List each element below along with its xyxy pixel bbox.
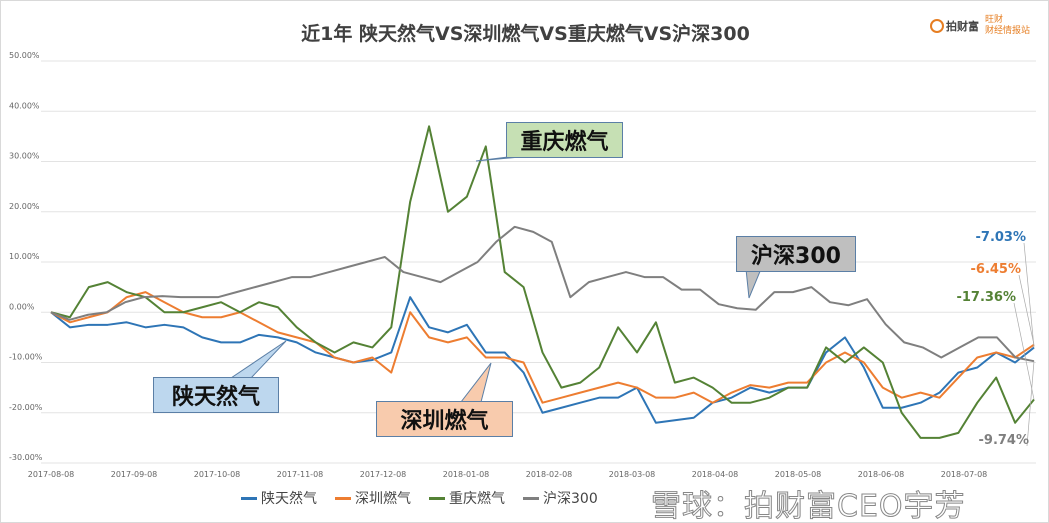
watermark: 雪球：拍财富CEO宇芳 [651,489,966,523]
series-line-2 [50,125,1035,439]
x-tick-label: 2017-09-08 [111,470,158,479]
partner-sub: 财经情报站 [984,26,1030,36]
x-tick-label: 2018-02-08 [526,470,573,479]
y-tick-label: 30.00% [9,152,40,161]
logo-brand: 拍财富 [945,20,979,33]
legend-item: 陕天然气 [241,488,317,508]
y-tick-label: -20.00% [9,403,43,412]
annotation-pointer [745,268,762,299]
logo: 拍财富 旺财 财经情报站 [929,15,1030,37]
x-tick-label: 2017-12-08 [360,470,407,479]
legend-label: 重庆燃气 [449,491,505,507]
annotation-shenzhen: 深圳燃气 [376,401,513,437]
annotation-pointer [229,340,287,379]
legend-item: 重庆燃气 [429,488,505,508]
legend-swatch [429,496,445,500]
leader-line [1018,274,1035,345]
x-tick-label: 2018-04-08 [692,470,739,479]
end-value-label: -6.45% [971,262,1022,277]
legend-swatch [241,496,257,500]
end-value-label: -7.03% [976,230,1027,245]
legend-swatch [335,496,351,500]
x-tick-label: 2018-01-08 [443,470,490,479]
end-value-label: -17.36% [956,290,1016,305]
x-tick-label: 2017-10-08 [194,470,241,479]
x-tick-label: 2017-08-08 [28,470,75,479]
legend-label: 深圳燃气 [355,491,411,507]
annotation-shaanxi: 陕天然气 [153,377,279,413]
annotation-chongqing: 重庆燃气 [506,122,623,158]
legend: 陕天然气 深圳燃气 重庆燃气 沪深300 [241,488,598,508]
y-tick-label: 0.00% [9,302,35,311]
series-line-3 [50,225,1035,363]
series-line-1 [50,291,1035,404]
x-tick-label: 2018-03-08 [609,470,656,479]
y-tick-label: -10.00% [9,353,43,362]
y-tick-label: 50.00% [9,51,40,60]
legend-swatch [523,496,539,500]
legend-label: 陕天然气 [261,491,317,507]
partner-name: 旺财 [984,15,1003,25]
chart-title: 近1年 陕天然气VS深圳燃气VS重庆燃气VS沪深300 [301,23,750,45]
end-value-label: -9.74% [979,433,1030,448]
x-tick-label: 2018-06-08 [858,470,905,479]
leader-line [1023,242,1035,348]
legend-label: 沪深300 [543,491,598,507]
legend-item: 沪深300 [523,488,598,508]
y-tick-label: 10.00% [9,252,40,261]
y-tick-label: -30.00% [9,453,43,462]
partner-logo: 旺财 财经情报站 [985,15,1030,37]
leader-line [1013,302,1035,400]
annotation-hs300: 沪深300 [736,236,856,272]
x-tick-label: 2018-07-08 [941,470,988,479]
annotation-pointer [459,362,492,403]
legend-item: 深圳燃气 [335,488,411,508]
y-tick-label: 20.00% [9,202,40,211]
x-tick-label: 2018-05-08 [775,470,822,479]
leader-line [1026,361,1035,447]
series-line-0 [50,296,1035,424]
x-tick-label: 2017-11-08 [277,470,324,479]
paicaifu-logo: 拍财富 [929,18,979,34]
y-tick-label: 40.00% [9,101,40,110]
logo-circle-icon [929,19,944,33]
